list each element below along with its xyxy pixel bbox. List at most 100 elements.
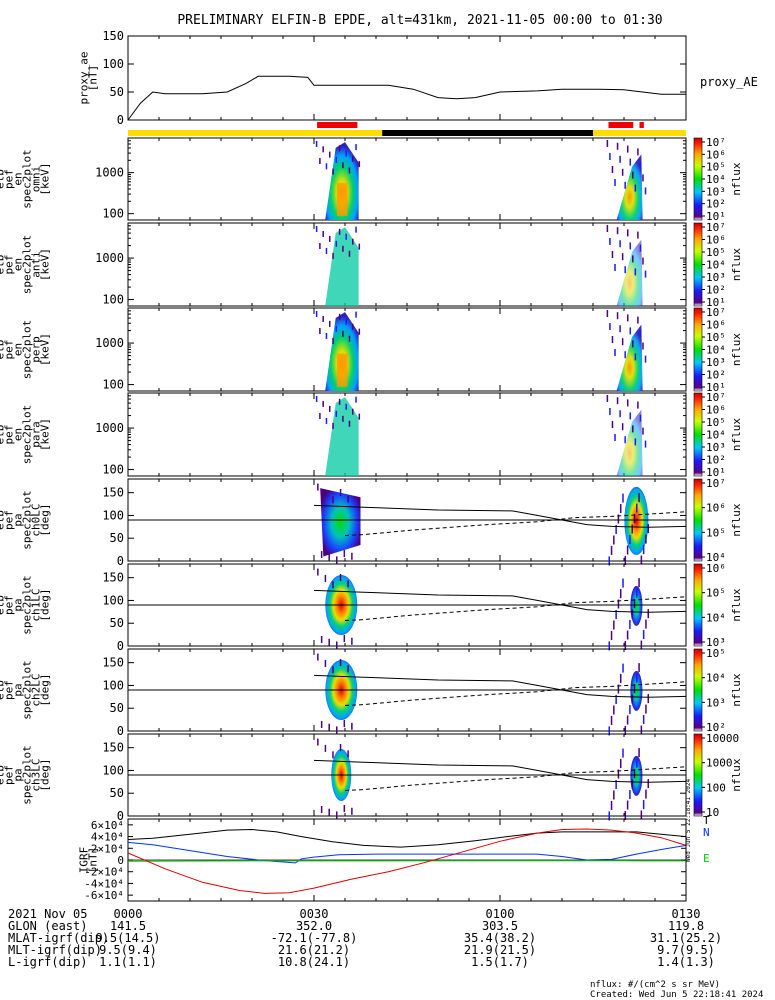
pa-speckle [642,715,645,725]
spectrogram-speckle [632,425,634,433]
ylabel-line: spec2plot [21,405,34,465]
ylabel-line: [deg] [39,588,52,621]
colorbar-tick-label: 10³ [706,271,726,284]
ylabel-line: [nT] [87,847,100,874]
pa-speckle [626,800,629,810]
pa-speckle [332,496,334,504]
pa-speckle [629,620,631,630]
colorbar-tick-label: 10⁶ [706,319,726,332]
ylabel-line: spec2plot [21,235,34,295]
pa-speckle [615,610,617,620]
ylabel-line: ch1LC [30,588,43,621]
spectrogram-speckle [634,268,637,276]
spectrogram-speckle [619,155,621,163]
pa-speckle [624,725,627,735]
pa-speckle [613,790,615,800]
spectrogram-speckle [611,251,614,258]
pa-speckle [645,534,647,544]
pa-speckle [351,722,353,730]
ylabel-9: IGRF[nT] [78,847,100,874]
y-tick-label: 150 [102,486,124,500]
pa-speckle [608,726,610,736]
pa-speckle [324,574,327,582]
spectrogram-speckle [355,144,357,151]
spectrogram-speckle [634,184,637,192]
spectrogram-speckle [345,233,347,240]
spectrogram-speckle [325,332,328,339]
colorbar-2 [693,222,703,307]
ylabel-line: [keV] [39,333,52,366]
ylabel-line: spec2plot [21,745,34,805]
colorbar-tick-label: 10² [706,721,726,734]
pa-speckle [619,674,622,684]
pa-speckle [647,524,649,534]
ephemeris-value: 119.8 [668,919,704,933]
ylabel-line: [deg] [39,758,52,791]
pa-speckle [631,694,633,704]
spectrogram-region-2 [616,239,643,306]
ephemeris-label: MLAT-igrf(dip) [8,931,109,945]
pa-region-2 [630,755,643,796]
ylabel-line: pef [3,255,16,275]
spectrogram-speckle [352,323,354,330]
spectrogram-region-1 [325,142,359,220]
pa-speckle [619,759,622,769]
ylabel-line: proxy_ae [78,52,91,105]
pa-speckle [351,552,353,560]
spectrogram-speckle [624,351,626,359]
spectrogram-speckle [352,155,354,162]
ylabel-line: elb [0,595,7,615]
ephemeris-table: 2021 Nov 05 0000 0030 0100 0130 GLON (east) 14… [8,907,722,969]
spectrogram-region-2 [616,154,643,220]
ylabel-line: en [12,343,25,356]
ylabel-line: para [30,421,43,448]
spectrogram-speckle [329,235,331,242]
pa-speckle [617,599,620,609]
spectrogram-speckle [609,153,611,160]
pa-speckle [610,800,613,810]
pa-speckle [647,779,649,789]
pa-speckle [610,715,613,725]
colorbar-8 [693,733,703,817]
ephemeris-value: -72.1(-77.8) [271,931,358,945]
spectrogram-speckle [637,401,639,409]
pa-speckle [624,640,627,650]
pa-speckle [608,811,610,821]
spectrogram-speckle [621,168,624,176]
spectrogram-speckle [616,227,619,235]
pa-speckle [645,704,647,714]
ephemeris-value: 1.4(1.3) [657,955,715,969]
pa-speckle [636,758,638,768]
y-tick-label: 100 [102,293,124,307]
pa-speckle [633,684,636,694]
ylabel-line: pa [12,683,25,696]
spectrogram-speckle [609,323,611,330]
spectrogram-speckle [335,325,338,332]
ephemeris-value: 0100 [486,907,515,921]
pa-speckle [317,483,319,491]
colorbar-label: nflux [730,333,743,366]
colorbar-tick-label: 10⁵ [706,161,726,174]
spectrogram-speckle [329,320,331,327]
igrf-legend-E: E [703,852,710,865]
pa-speckle [619,504,622,514]
pa-speckle [343,805,346,813]
spectrogram-speckle [614,179,616,186]
ylabel-line: en [12,172,25,185]
pa-speckle [613,535,615,545]
y-tick-label: 50 [110,786,124,800]
colorbar-tick-label: 10⁵ [706,246,726,259]
pa-speckle [332,751,334,759]
colorbar-7 [693,648,703,732]
ephemeris-value: 21.6(21.2) [278,943,350,957]
spectrogram-speckle [338,313,341,320]
colorbar-tick-label: 10⁴ [706,429,726,442]
ylabel-1: elbpefenspec2plotomni[keV] [0,149,52,209]
pa-speckle [642,630,645,640]
pa-speckle [324,744,327,752]
spectrogram-speckle [315,226,318,232]
colorbar-label: nflux [730,418,743,451]
spectrogram-region-1 [325,227,359,306]
ylabel-line: pef [3,340,16,360]
ylabel-8: elbpefpaspec2plotch3LC[deg] [0,745,52,805]
